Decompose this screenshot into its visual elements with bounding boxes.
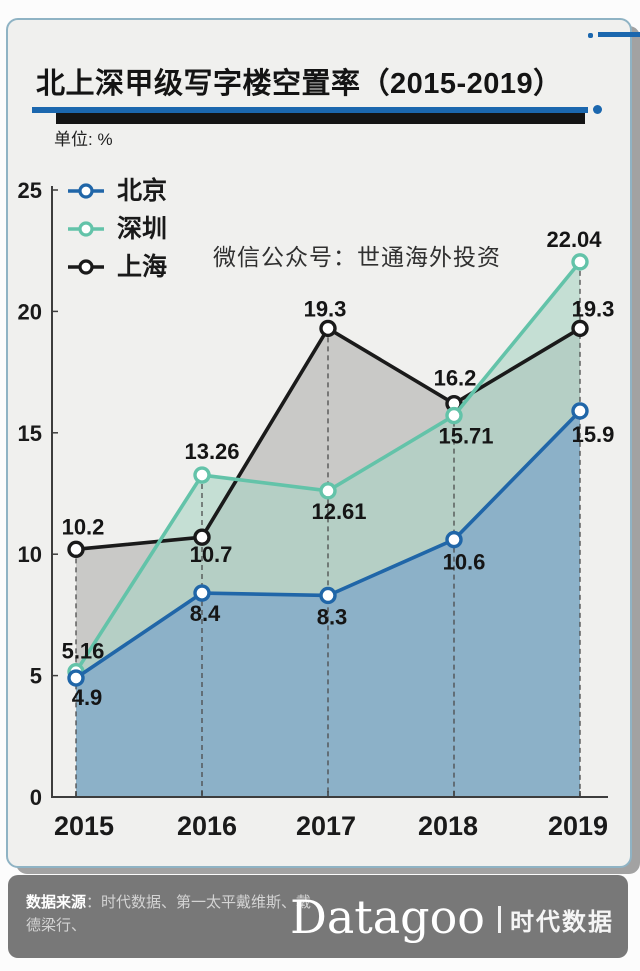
- corner-dash-icon: [598, 32, 640, 37]
- y-tick-label: 5: [30, 664, 42, 689]
- marker-北京-2019: [571, 402, 589, 420]
- corner-dot-icon: [588, 33, 593, 38]
- data-label-北京-2015: 4.9: [72, 685, 103, 710]
- legend-item-上海: 上海: [66, 248, 167, 286]
- title-underline-dot-icon: [593, 105, 602, 114]
- data-label-上海-2019: 19.3: [572, 296, 615, 321]
- chart-title: 北上深甲级写字楼空置率（2015-2019）: [36, 68, 563, 100]
- chart-legend: 北京 深圳 上海: [66, 172, 167, 286]
- data-label-上海-2018: 16.2: [434, 366, 477, 391]
- logo-divider-icon: [498, 906, 501, 933]
- legend-item-北京: 北京: [66, 172, 167, 210]
- data-label-深圳-2018: 15.71: [438, 424, 493, 449]
- legend-marker-icon: [68, 221, 104, 237]
- data-label-北京-2017: 8.3: [317, 604, 348, 629]
- y-tick-label: 15: [18, 421, 42, 446]
- x-tick-label: 2018: [418, 811, 478, 841]
- legend-marker-icon: [68, 259, 104, 275]
- data-label-北京-2019: 15.9: [572, 422, 615, 447]
- x-tick-label: 2015: [54, 811, 114, 841]
- title-underline-black: [56, 113, 585, 124]
- marker-上海-2019: [571, 319, 589, 338]
- legend-label: 北京: [117, 176, 168, 205]
- logo-latin-text: Datagoo: [289, 889, 485, 944]
- marker-上海-2015: [67, 540, 85, 559]
- data-label-北京-2018: 10.6: [443, 550, 486, 575]
- data-source-label: 数据来源: [26, 894, 87, 911]
- data-label-上海-2017: 19.3: [304, 296, 347, 321]
- marker-深圳-2016: [193, 466, 211, 484]
- legend-item-深圳: 深圳: [66, 210, 167, 248]
- y-tick-label: 0: [30, 785, 42, 810]
- marker-北京-2015: [67, 669, 85, 687]
- marker-上海-2016: [193, 528, 211, 546]
- y-tick-label: 25: [18, 178, 42, 203]
- footer-bar: 数据来源：时代数据、第一太平戴维斯、戴德梁行、 Datagoo 时代数据: [8, 875, 628, 958]
- x-tick-label: 2019: [548, 811, 608, 841]
- marker-深圳-2017: [319, 482, 337, 500]
- data-source-list: ：时代数据、第一太平戴维斯、戴德梁行、: [26, 894, 312, 935]
- marker-深圳-2018: [445, 406, 463, 425]
- data-label-北京-2016: 8.4: [190, 601, 221, 626]
- data-label-上海-2016: 10.7: [190, 542, 233, 567]
- legend-label: 深圳: [117, 214, 168, 243]
- data-label-深圳-2016: 13.26: [184, 439, 239, 464]
- x-tick-label: 2016: [177, 811, 237, 841]
- data-label-深圳-2017: 12.61: [311, 499, 366, 524]
- data-label-深圳-2019: 22.04: [546, 227, 602, 252]
- title-underline-blue: [32, 107, 588, 113]
- data-source-text: 数据来源：时代数据、第一太平戴维斯、戴德梁行、: [26, 891, 326, 938]
- marker-上海-2017: [319, 319, 337, 338]
- unit-label: 单位: %: [54, 130, 113, 149]
- x-tick-label: 2017: [296, 811, 356, 841]
- marker-北京-2016: [193, 584, 211, 602]
- y-tick-label: 10: [18, 542, 42, 567]
- marker-北京-2017: [319, 586, 337, 605]
- y-tick-label: 20: [18, 299, 42, 324]
- marker-深圳-2019: [571, 253, 589, 271]
- logo-cn-text: 时代数据: [510, 909, 614, 936]
- data-label-深圳-2015: 5.16: [62, 639, 105, 664]
- legend-marker-icon: [68, 183, 104, 199]
- brand-logo: Datagoo 时代数据: [290, 875, 614, 958]
- marker-北京-2018: [445, 530, 463, 549]
- data-label-上海-2015: 10.2: [62, 514, 105, 539]
- legend-label: 上海: [117, 252, 168, 281]
- watermark-text: 微信公众号：世通海外投资: [213, 244, 501, 270]
